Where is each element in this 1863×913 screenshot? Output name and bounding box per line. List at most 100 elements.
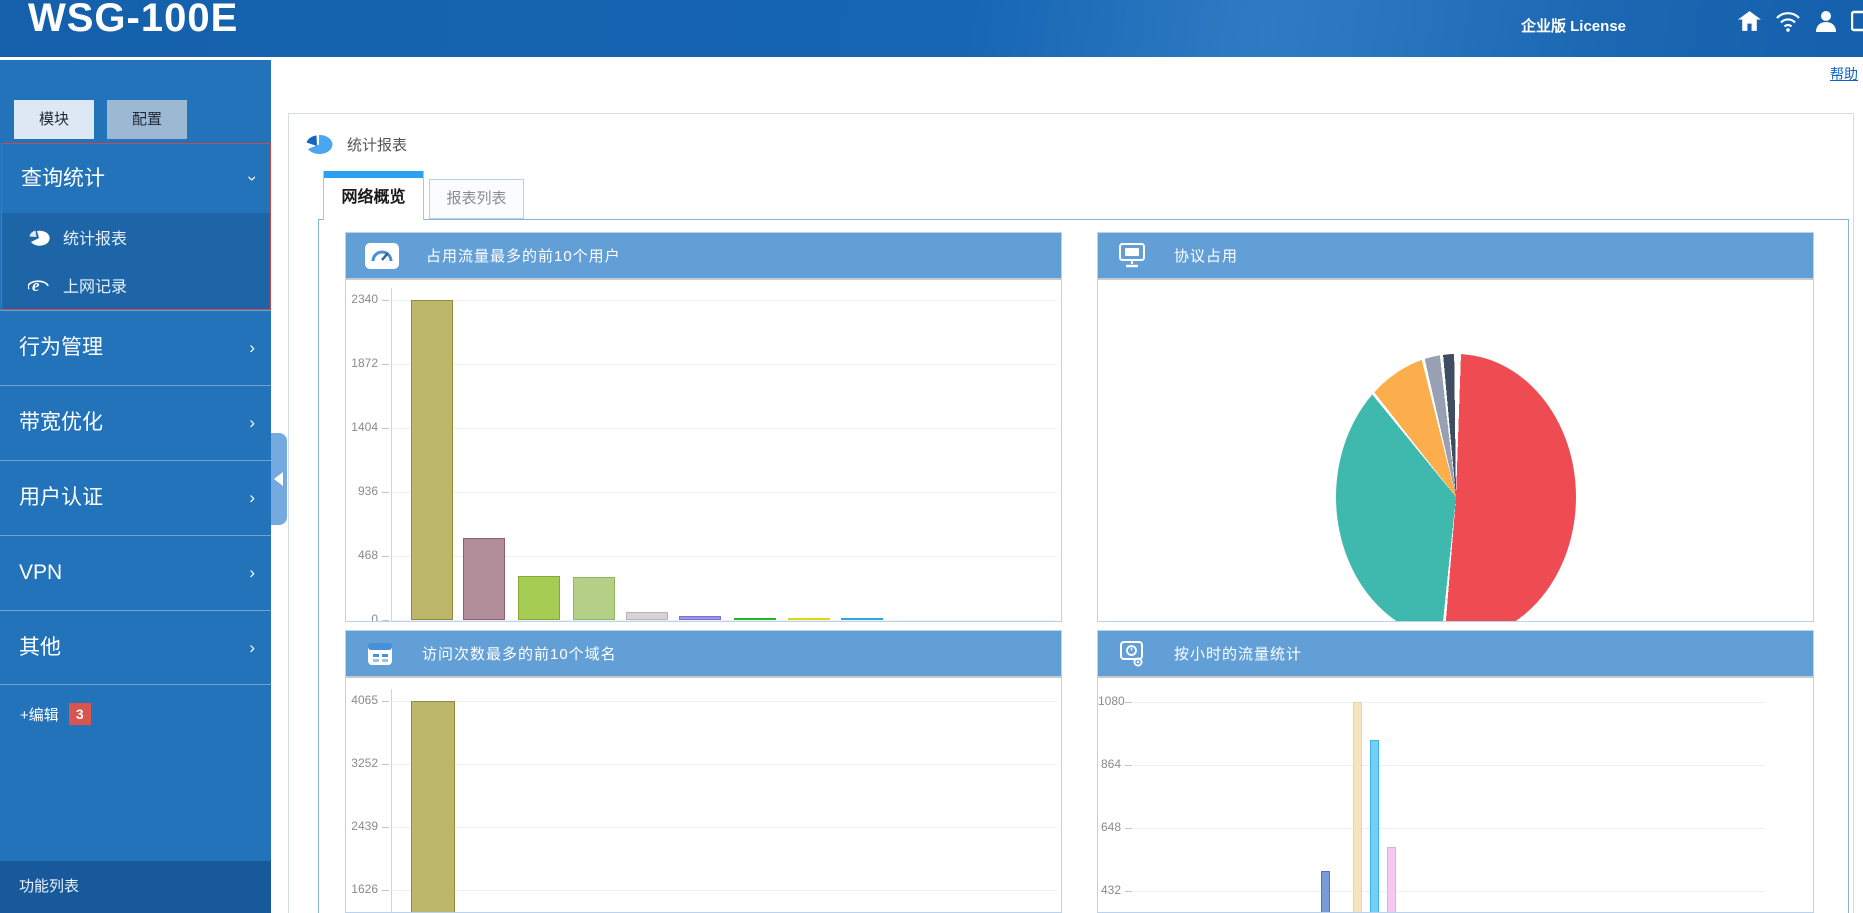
gridline [391, 620, 1057, 621]
y-tick-label: 432 [1100, 883, 1121, 897]
sidebar-group-label: 查询统计 [21, 167, 105, 190]
y-tick-mark [1125, 765, 1132, 766]
section-header: 统计报表 [304, 134, 407, 155]
panel-top-traffic-users: 占用流量最多的前10个用户 2340 1872 1404 936 468 0 [345, 232, 1062, 622]
panel-protocol-usage: 协议占用 [1097, 232, 1814, 622]
panel-title: 按小时的流量统计 [1174, 646, 1303, 663]
gridline [391, 890, 1057, 891]
sidebar-item-vpn[interactable]: VPN › [0, 535, 271, 610]
bar[interactable] [734, 617, 776, 620]
y-tick-label: 3252 [351, 756, 378, 770]
panel-header: 占用流量最多的前10个用户 [346, 233, 1061, 278]
user-icon[interactable] [1814, 10, 1838, 32]
bar-chart-hourly-traffic: 1080 864 648 432 [1098, 678, 1813, 912]
gridline [391, 827, 1057, 828]
topbar-icons [1737, 10, 1863, 32]
y-tick-mark [382, 492, 389, 493]
gridline [391, 428, 1057, 429]
edit-count-badge: 3 [68, 703, 91, 725]
pie-chart-icon [29, 230, 50, 246]
gridline [1134, 891, 1765, 892]
y-tick-label: 468 [357, 548, 378, 562]
sidebar-item-bandwidth-opt[interactable]: 带宽优化 › [0, 385, 271, 460]
y-tick-mark [382, 428, 389, 429]
gridline [391, 556, 1057, 557]
sidebar-tabs: 模块 配置 [14, 100, 187, 139]
bar[interactable] [841, 618, 883, 621]
bar[interactable] [1321, 871, 1330, 912]
panel-title: 占用流量最多的前10个用户 [426, 248, 621, 265]
panel-title: 协议占用 [1174, 248, 1239, 265]
tab-report-list[interactable]: 报表列表 [429, 179, 524, 219]
svg-text:e: e [32, 276, 40, 294]
bar[interactable] [463, 537, 505, 620]
y-axis-line [391, 689, 392, 912]
bar[interactable] [411, 300, 453, 620]
panel-header: 访问次数最多的前10个域名 [346, 631, 1061, 676]
sidebar-item-web-records[interactable]: e 上网记录 [2, 261, 270, 309]
page-title: 统计报表 [347, 137, 408, 154]
tab-network-overview[interactable]: 网络概览 [323, 171, 424, 220]
bar-chart-top-users: 2340 1872 1404 936 468 0 [346, 280, 1061, 621]
bar[interactable] [1353, 702, 1362, 912]
sidebar-group-query-stats[interactable]: 查询统计 › [2, 144, 270, 213]
chevron-down-icon: › [243, 175, 263, 182]
y-tick-mark [382, 364, 389, 365]
sidebar-group-label: 行为管理 [19, 336, 103, 359]
protocol-pie-chart[interactable] [1336, 354, 1576, 621]
gridline [1134, 702, 1765, 703]
protocol-monitor-icon [1117, 242, 1147, 269]
wifi-icon[interactable] [1775, 10, 1801, 32]
bar[interactable] [411, 701, 455, 912]
chevron-right-icon: › [249, 638, 255, 657]
gridline [1134, 765, 1765, 766]
tab-module[interactable]: 模块 [14, 100, 94, 139]
gridline [391, 701, 1057, 702]
panel-top-domains: 访问次数最多的前10个域名 4065 3252 2439 1626 [345, 630, 1062, 913]
sidebar-item-user-auth[interactable]: 用户认证 › [0, 460, 271, 535]
panel-header: 协议占用 [1098, 233, 1813, 278]
y-tick-mark [382, 764, 389, 765]
bar[interactable] [573, 577, 615, 620]
menu-group-query-stats: 查询统计 › 统计报表 e 上网记录 [1, 143, 271, 310]
y-tick-mark [1125, 828, 1132, 829]
ie-browser-icon: e [28, 276, 49, 294]
sidebar-group-label: 其他 [19, 636, 61, 659]
y-tick-label: 1872 [351, 356, 378, 370]
sidebar-collapse-handle[interactable] [271, 433, 287, 525]
gridline [391, 492, 1057, 493]
sidebar-item-behavior-mgmt[interactable]: 行为管理 › [0, 310, 271, 385]
edit-menu-button[interactable]: +编辑 3 [20, 703, 91, 725]
home-icon[interactable] [1737, 10, 1762, 32]
hourly-clock-icon [1117, 640, 1147, 667]
bar[interactable] [1387, 846, 1396, 912]
bar[interactable] [626, 612, 668, 620]
sidebar-group-label: 带宽优化 [19, 411, 103, 434]
active-tab-highlight [324, 171, 423, 178]
y-axis-line [391, 288, 392, 621]
gridline [391, 764, 1057, 765]
license-label: 企业版 License [1520, 18, 1626, 35]
tab-config[interactable]: 配置 [107, 100, 187, 139]
top-header: WSG-100E 企业版 License [0, 0, 1863, 57]
sidebar-item-other[interactable]: 其他 › [0, 610, 271, 685]
sidebar-item-stat-report[interactable]: 统计报表 [2, 213, 270, 261]
y-tick-label: 2340 [351, 292, 378, 306]
y-tick-mark [382, 701, 389, 702]
y-tick-label: 4065 [351, 693, 378, 707]
bar[interactable] [518, 575, 560, 620]
help-link[interactable]: 帮助 [1830, 66, 1858, 82]
chevron-right-icon: › [249, 338, 255, 357]
bar[interactable] [679, 616, 721, 620]
chevron-right-icon: › [249, 563, 255, 582]
y-tick-label: 1404 [351, 420, 378, 434]
edit-label: +编辑 [20, 706, 59, 724]
gridline [391, 364, 1057, 365]
sidebar-footer: 功能列表 [0, 861, 271, 913]
panel-header: 按小时的流量统计 [1098, 631, 1813, 676]
bar[interactable] [1370, 739, 1379, 912]
logout-icon[interactable] [1851, 10, 1863, 32]
y-tick-mark [382, 827, 389, 828]
tab-label: 网络概览 [341, 189, 406, 206]
bar[interactable] [788, 618, 830, 621]
